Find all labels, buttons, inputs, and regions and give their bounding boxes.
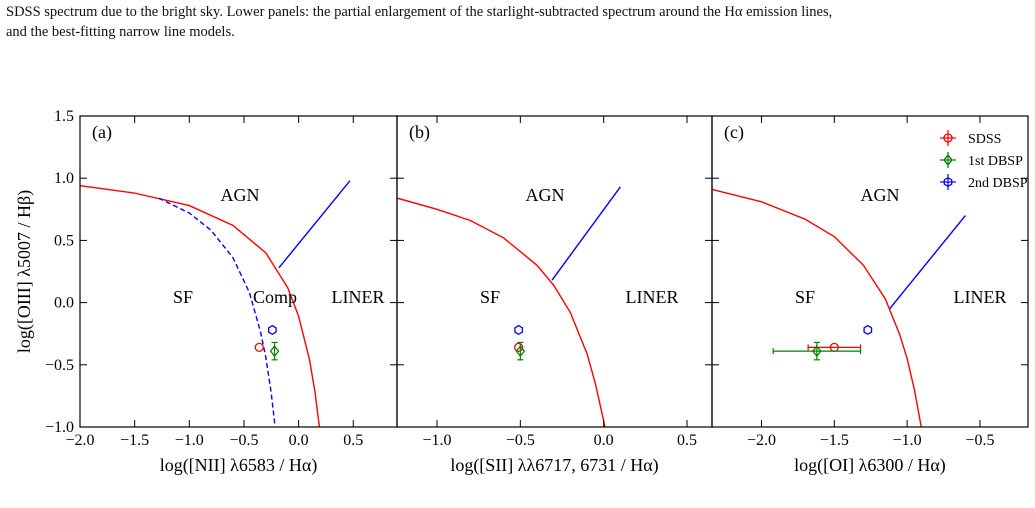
region-label: SF — [480, 287, 500, 307]
demarcation-curve — [889, 215, 966, 310]
region-label: SF — [173, 287, 193, 307]
y-tick-label: 1.5 — [54, 108, 74, 125]
region-label: Comp — [253, 287, 297, 307]
demarcation-curve — [551, 186, 621, 281]
x-tick-label: 0.5 — [677, 432, 697, 449]
x-tick-label: −2.0 — [747, 432, 776, 449]
x-axis-label: log([OI] λ6300 / Hα) — [794, 455, 946, 476]
region-label: SF — [795, 287, 815, 307]
marker — [515, 345, 526, 358]
marker — [269, 345, 280, 358]
region-label: AGN — [221, 185, 260, 205]
marker — [514, 324, 524, 336]
y-tick-label: 0.0 — [54, 295, 74, 312]
demarcation-curve — [158, 197, 276, 427]
marker — [254, 342, 264, 353]
demarcation-curve — [278, 180, 351, 269]
legend-label: 2nd DBSP — [968, 176, 1028, 191]
panel-label: (c) — [724, 122, 744, 143]
panel-label: (a) — [92, 122, 112, 143]
x-tick-label: 0.0 — [594, 432, 614, 449]
x-tick-label: −0.5 — [965, 432, 994, 449]
plot-area — [80, 180, 351, 427]
x-tick-label: −1.0 — [175, 432, 204, 449]
region-label: AGN — [861, 185, 900, 205]
x-tick-label: −1.5 — [820, 432, 849, 449]
x-tick-label: 0.5 — [343, 432, 363, 449]
axes-frame — [79, 115, 398, 428]
demarcation-curve — [712, 188, 922, 427]
marker — [268, 324, 277, 336]
plot-area — [712, 188, 966, 427]
x-tick-label: −0.5 — [229, 432, 258, 449]
legend-label: 1st DBSP — [968, 154, 1023, 169]
axes-frame — [711, 115, 1029, 428]
x-tick-label: −0.5 — [506, 432, 535, 449]
x-tick-label: −1.5 — [120, 432, 149, 449]
plot-area — [397, 186, 621, 427]
region-label: LINER — [332, 287, 385, 307]
x-axis-label: log([NII] λ6583 / Hα) — [160, 455, 318, 476]
x-tick-label: −1.0 — [422, 432, 451, 449]
axes-frame — [396, 115, 713, 428]
region-label: AGN — [526, 185, 565, 205]
caption-line: SDSS spectrum due to the bright sky. Low… — [6, 4, 833, 20]
marker — [514, 342, 524, 353]
y-axis-label: log([OIII] λ5007 / Hβ) — [14, 190, 35, 353]
marker — [943, 176, 953, 188]
demarcation-curve — [397, 197, 606, 427]
y-tick-label: −1.0 — [45, 419, 74, 436]
y-tick-label: −0.5 — [45, 357, 74, 374]
y-tick-label: 0.5 — [54, 232, 74, 249]
y-tick-label: 1.0 — [54, 170, 74, 187]
panel-label: (b) — [409, 122, 430, 143]
x-tick-label: 0.0 — [289, 432, 309, 449]
region-label: LINER — [954, 287, 1007, 307]
marker — [863, 324, 873, 336]
x-axis-label: log([SII] λλ6717, 6731 / Hα) — [450, 455, 658, 476]
region-label: LINER — [626, 287, 679, 307]
x-tick-label: −2.0 — [65, 432, 94, 449]
marker — [943, 133, 953, 143]
marker — [812, 345, 822, 358]
legend-label: SDSS — [968, 132, 1001, 147]
marker — [943, 153, 953, 167]
x-tick-label: −1.0 — [893, 432, 922, 449]
caption-line: and the best-fitting narrow line models. — [6, 24, 235, 40]
